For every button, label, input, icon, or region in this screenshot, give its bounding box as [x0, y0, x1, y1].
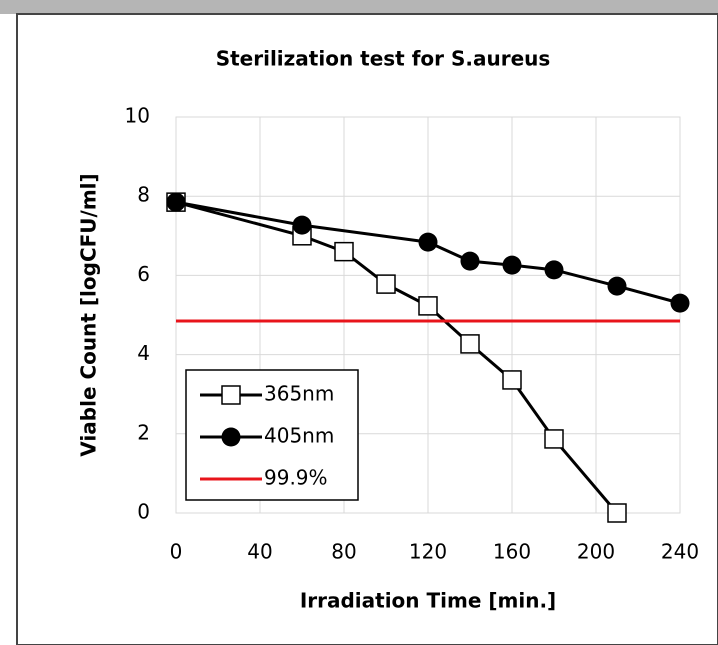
y-tick-label: 6 — [137, 262, 150, 286]
legend: 365nm 405nm 99.9% — [185, 369, 359, 501]
series-line — [175, 200, 681, 305]
x-tick-label: 80 — [331, 540, 356, 564]
marker — [460, 334, 480, 354]
marker — [166, 192, 186, 212]
y-tick-label: 4 — [137, 341, 150, 365]
marker — [221, 385, 241, 405]
x-tick-label: 120 — [409, 540, 447, 564]
marker — [418, 232, 438, 252]
marker — [607, 276, 627, 296]
marker — [221, 427, 241, 447]
marker — [670, 293, 690, 313]
chart-frame — [16, 13, 718, 645]
y-tick-label: 2 — [137, 420, 150, 444]
x-tick-label: 200 — [577, 540, 615, 564]
y-axis-title: Viable Count [logCFU/ml] — [77, 173, 101, 456]
marker — [544, 429, 564, 449]
x-tick-label: 160 — [493, 540, 531, 564]
marker — [292, 215, 312, 235]
y-tick-label: 10 — [125, 104, 150, 128]
legend-label: 99.9% — [264, 466, 328, 490]
marker — [460, 251, 480, 271]
x-tick-label: 240 — [661, 540, 699, 564]
marker — [544, 260, 564, 280]
marker — [502, 255, 522, 275]
marker — [607, 503, 627, 523]
y-tick-label: 8 — [137, 183, 150, 207]
marker — [418, 296, 438, 316]
marker — [502, 370, 522, 390]
top-strip — [0, 0, 718, 14]
marker — [376, 274, 396, 294]
x-axis-title: Irradiation Time [min.] — [300, 589, 556, 613]
plot — [166, 192, 690, 523]
chart-title: Sterilization test for S.aureus — [216, 47, 551, 71]
plot-frame — [175, 116, 681, 514]
y-tick-label: 0 — [137, 500, 150, 524]
x-tick-label: 0 — [170, 540, 183, 564]
marker — [334, 241, 354, 262]
legend-label: 365nm — [264, 382, 334, 406]
x-tick-label: 40 — [247, 540, 272, 564]
legend-label: 405nm — [264, 424, 334, 448]
